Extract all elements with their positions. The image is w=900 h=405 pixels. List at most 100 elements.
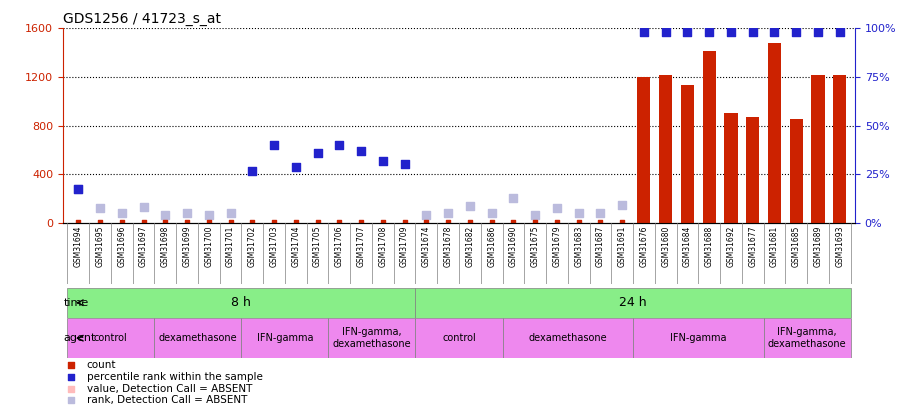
Text: GSM31684: GSM31684 [683, 226, 692, 267]
Point [93, 219, 107, 225]
Text: GSM31691: GSM31691 [617, 226, 626, 267]
Text: GSM31682: GSM31682 [465, 226, 474, 267]
Point [71, 219, 86, 225]
Bar [812, 75, 824, 223]
Point [136, 219, 150, 225]
Text: IFN-gamma: IFN-gamma [256, 333, 313, 343]
Text: GSM31708: GSM31708 [378, 226, 387, 267]
Bar [703, 51, 716, 223]
Point [289, 219, 303, 225]
Bar [659, 75, 672, 223]
Point [484, 210, 499, 216]
Point [202, 219, 216, 225]
Text: GSM31688: GSM31688 [705, 226, 714, 267]
Point [419, 212, 434, 219]
Text: GSM31675: GSM31675 [531, 226, 540, 267]
Text: GSM31689: GSM31689 [814, 226, 823, 267]
Point [202, 212, 216, 219]
Text: GSM31677: GSM31677 [748, 226, 757, 267]
Point [310, 150, 325, 157]
Point [223, 210, 238, 216]
Point [832, 219, 847, 225]
Text: GSM31699: GSM31699 [183, 226, 192, 267]
Text: IFN-gamma,
dexamethasone: IFN-gamma, dexamethasone [333, 327, 411, 349]
Point [572, 210, 586, 216]
Text: GSM31687: GSM31687 [596, 226, 605, 267]
Point [136, 204, 150, 210]
Point [702, 219, 716, 225]
Point [636, 29, 651, 35]
Text: control: control [94, 333, 128, 343]
Bar [68, 288, 416, 318]
Text: percentile rank within the sample: percentile rank within the sample [86, 372, 263, 382]
Text: value, Detection Call = ABSENT: value, Detection Call = ABSENT [86, 384, 252, 394]
Point [572, 219, 586, 225]
Point [332, 219, 347, 225]
Point [71, 185, 86, 192]
Text: time: time [63, 298, 89, 308]
Point [354, 148, 368, 154]
Text: GSM31692: GSM31692 [726, 226, 735, 267]
Text: GSM31678: GSM31678 [444, 226, 453, 267]
Bar [633, 318, 763, 358]
Bar [416, 288, 850, 318]
Point [289, 164, 303, 170]
Point [245, 219, 259, 225]
Point [680, 29, 695, 35]
Bar [328, 318, 416, 358]
Bar [763, 318, 850, 358]
Point [615, 219, 629, 225]
Point [484, 219, 499, 225]
Text: GSM31683: GSM31683 [574, 226, 583, 267]
Point [310, 219, 325, 225]
Text: GSM31674: GSM31674 [422, 226, 431, 267]
Point [768, 219, 782, 225]
Point [180, 219, 194, 225]
Text: agent: agent [63, 333, 95, 343]
Point [267, 142, 282, 148]
Text: GSM31695: GSM31695 [95, 226, 104, 267]
Point [768, 29, 782, 35]
Text: GSM31707: GSM31707 [356, 226, 365, 267]
Bar [746, 117, 760, 223]
Text: GSM31676: GSM31676 [639, 226, 648, 267]
Text: GSM31709: GSM31709 [400, 226, 410, 267]
Point [745, 29, 760, 35]
Bar [68, 318, 155, 358]
Text: IFN-gamma,
dexamethasone: IFN-gamma, dexamethasone [768, 327, 846, 349]
Text: IFN-gamma: IFN-gamma [670, 333, 726, 343]
Text: GSM31681: GSM31681 [770, 226, 779, 267]
Point [506, 219, 520, 225]
Text: GSM31703: GSM31703 [270, 226, 279, 267]
Point [550, 205, 564, 211]
Point [441, 210, 455, 216]
Point [463, 202, 477, 209]
Text: GSM31679: GSM31679 [553, 226, 562, 267]
Text: GSM31686: GSM31686 [487, 226, 496, 267]
Text: rank, Detection Call = ABSENT: rank, Detection Call = ABSENT [86, 395, 248, 405]
Text: control: control [442, 333, 476, 343]
Point [267, 219, 282, 225]
Point [702, 29, 716, 35]
Bar [768, 43, 781, 223]
Point [398, 219, 412, 225]
Point [811, 219, 825, 225]
Bar [502, 318, 633, 358]
Point [550, 219, 564, 225]
Text: GSM31700: GSM31700 [204, 226, 213, 267]
Point [375, 158, 390, 164]
Text: GSM31694: GSM31694 [74, 226, 83, 267]
Text: GSM31698: GSM31698 [161, 226, 170, 267]
Text: GSM31690: GSM31690 [508, 226, 518, 267]
Point [332, 142, 347, 148]
Point [463, 219, 477, 225]
Point [593, 219, 608, 225]
Point [64, 397, 78, 403]
Point [441, 219, 455, 225]
Point [659, 29, 673, 35]
Point [158, 219, 173, 225]
Bar [155, 318, 241, 358]
Point [71, 185, 86, 192]
Text: 8 h: 8 h [231, 296, 251, 309]
Text: dexamethasone: dexamethasone [158, 333, 238, 343]
